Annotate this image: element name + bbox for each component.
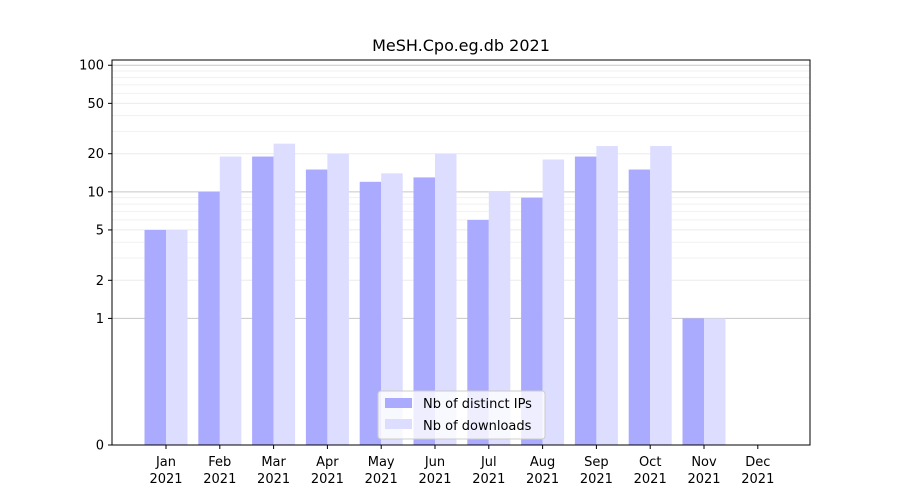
x-tick-label-month: Jun bbox=[424, 455, 445, 470]
y-tick-label: 20 bbox=[87, 147, 104, 162]
bar-distinct-ips bbox=[305, 169, 328, 445]
bar-distinct-ips bbox=[628, 169, 651, 445]
bar-distinct-ips bbox=[467, 219, 489, 445]
x-tick-label-year: 2021 bbox=[418, 472, 451, 487]
x-tick-label-month: Oct bbox=[639, 455, 661, 470]
x-tick-label-month: Apr bbox=[316, 455, 339, 470]
x-tick-label-year: 2021 bbox=[149, 472, 182, 487]
x-tick-label-month: Dec bbox=[745, 455, 770, 470]
x-axis: Jan 2021 Feb 2021 Mar 2021 Apr 2021 May 2021 Jun 20… bbox=[149, 445, 774, 487]
x-tick-label-year: 2021 bbox=[580, 472, 613, 487]
legend: Nb of distinct IPs Nb of downloads bbox=[377, 390, 546, 440]
y-tick-label: 5 bbox=[96, 223, 104, 238]
x-tick-label-year: 2021 bbox=[526, 472, 559, 487]
x-tick-label-month: Sep bbox=[584, 455, 609, 470]
bar-downloads bbox=[650, 146, 672, 445]
y-axis: 0 1 2 5 10 20 50 100 bbox=[79, 59, 112, 454]
x-tick-label-month: Jan bbox=[155, 455, 176, 470]
bar-distinct-ips bbox=[359, 181, 382, 445]
x-tick-label-year: 2021 bbox=[365, 472, 398, 487]
x-tick-label-year: 2021 bbox=[634, 472, 667, 487]
bar-downloads bbox=[381, 173, 403, 445]
x-tick-label-month: Aug bbox=[530, 455, 555, 470]
bar-distinct-ips bbox=[682, 318, 704, 445]
x-tick-label-year: 2021 bbox=[203, 472, 236, 487]
plot-frame bbox=[111, 59, 811, 446]
bars-layer bbox=[144, 143, 726, 446]
x-tick-label-year: 2021 bbox=[741, 472, 774, 487]
x-tick-label-month: Nov bbox=[691, 455, 717, 470]
y-tick-label: 1 bbox=[96, 312, 104, 327]
chart-title: MeSH.Cpo.eg.db 2021 bbox=[372, 36, 550, 55]
y-tick-label: 50 bbox=[87, 97, 104, 112]
bar-distinct-ips bbox=[413, 177, 435, 446]
y-tick-label: 0 bbox=[96, 439, 104, 454]
bar-downloads bbox=[435, 153, 457, 446]
bar-downloads bbox=[219, 156, 242, 446]
bar-distinct-ips bbox=[198, 191, 220, 445]
bar-downloads bbox=[488, 191, 511, 445]
bar-distinct-ips bbox=[144, 229, 166, 445]
y-tick-label: 100 bbox=[79, 59, 104, 74]
x-tick-label-year: 2021 bbox=[311, 472, 344, 487]
legend-label-downloads: Nb of downloads bbox=[423, 419, 532, 434]
bar-downloads bbox=[166, 229, 188, 445]
legend-label-distinct-ips: Nb of distinct IPs bbox=[423, 397, 532, 412]
x-tick-label-year: 2021 bbox=[257, 472, 290, 487]
bar-downloads bbox=[327, 153, 349, 446]
x-tick-label-year: 2021 bbox=[472, 472, 505, 487]
bar-downloads bbox=[542, 159, 565, 445]
x-tick-label-month: Jul bbox=[480, 455, 497, 470]
bar-distinct-ips bbox=[521, 197, 543, 445]
x-tick-label-month: Mar bbox=[261, 455, 286, 470]
legend-box bbox=[377, 390, 546, 440]
x-tick-label-month: May bbox=[368, 455, 395, 470]
bar-distinct-ips bbox=[252, 156, 274, 446]
y-tick-label: 2 bbox=[96, 274, 104, 289]
bar-downloads bbox=[596, 146, 618, 445]
legend-swatch-downloads bbox=[385, 419, 412, 429]
legend-swatch-distinct-ips bbox=[385, 398, 412, 408]
bar-downloads bbox=[273, 143, 296, 445]
x-tick-label-month: Feb bbox=[208, 455, 231, 470]
bar-downloads bbox=[704, 318, 726, 445]
x-tick-label-year: 2021 bbox=[687, 472, 720, 487]
y-tick-label: 10 bbox=[87, 185, 104, 200]
bar-distinct-ips bbox=[574, 156, 597, 446]
